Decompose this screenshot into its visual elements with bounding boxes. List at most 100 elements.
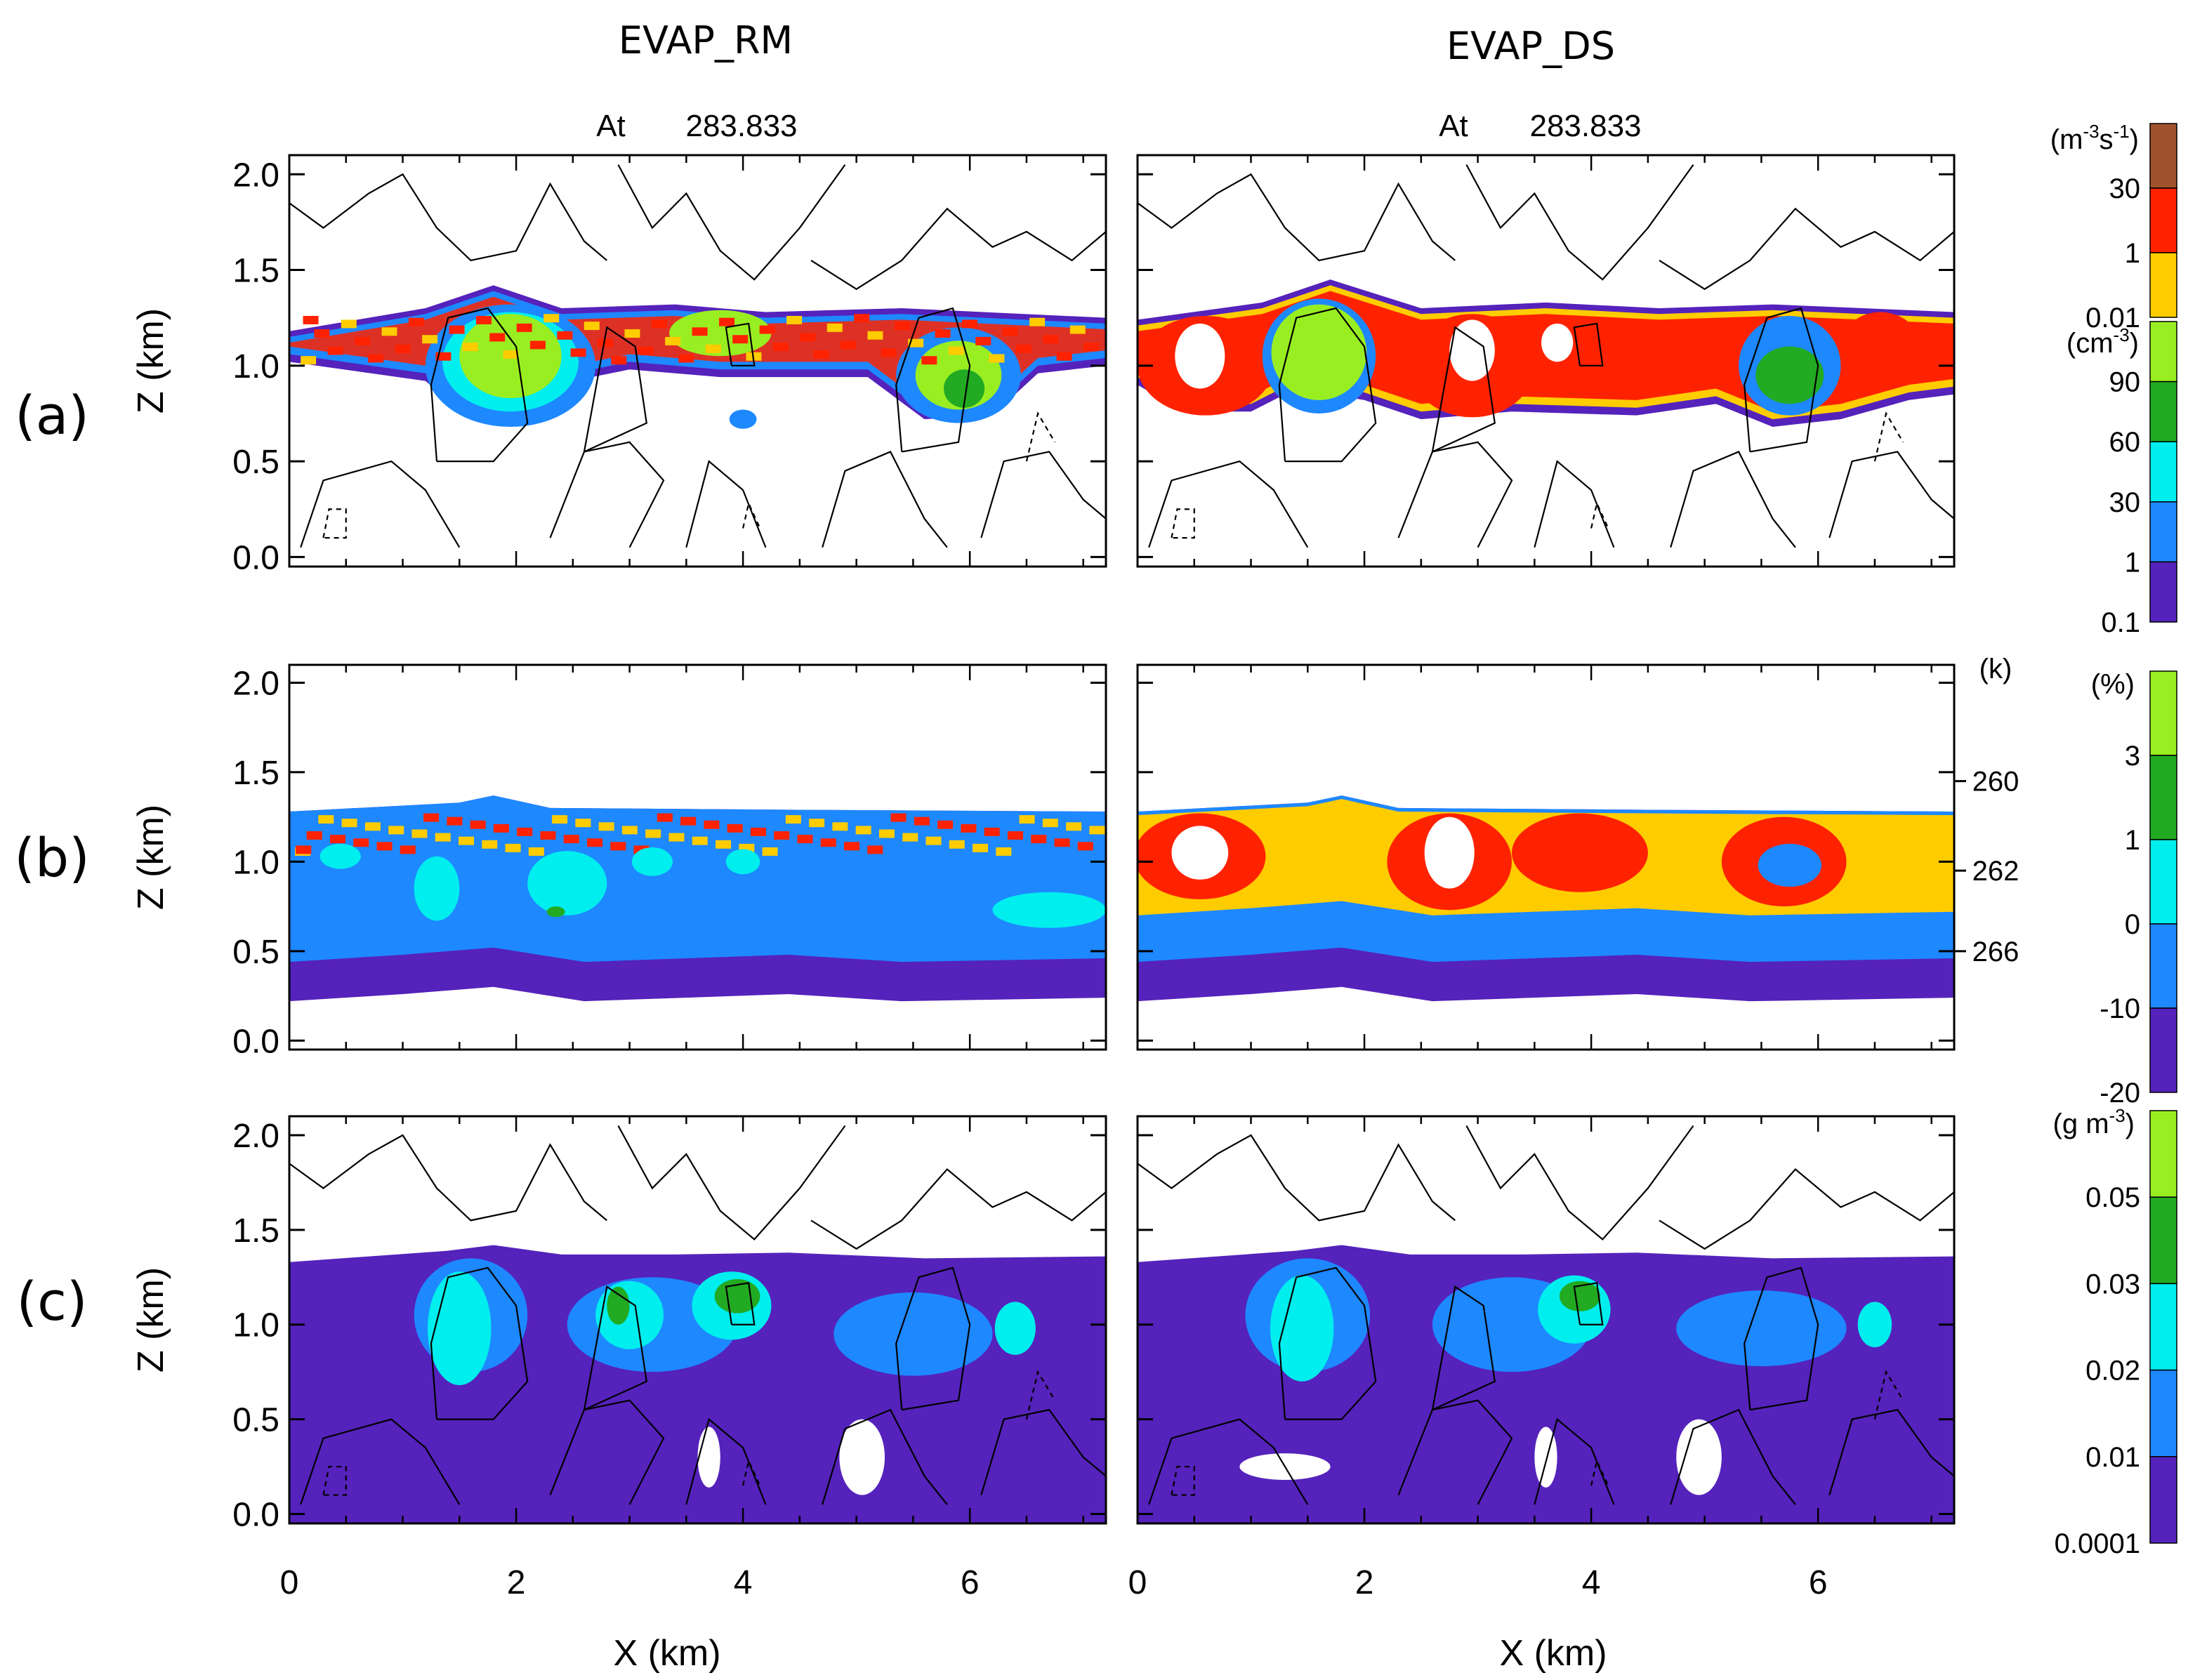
contour-line-2 [810,1168,1106,1250]
contour-line-7 [300,460,461,548]
plot-frame [1136,663,1956,1051]
speckle-69 [296,845,312,854]
contour-line-3 [430,307,529,463]
contour-line-9 [1534,460,1615,548]
speckle-66 [1066,822,1082,831]
speckle-57 [1069,325,1086,334]
speckle-17 [529,340,546,350]
speckle-35 [704,820,720,829]
speckle-64 [1042,819,1058,828]
contour-line-8 [1397,1399,1513,1505]
plot-frame [288,154,1107,568]
colorbar-b-swatch [2149,755,2177,840]
speckle-43 [797,835,813,844]
speckle-59 [984,827,1000,836]
colorbar-a-lower-swatch [2149,381,2177,442]
contour-line-5 [1573,322,1604,366]
speckle-7 [376,842,393,851]
speckle-58 [973,843,989,852]
contour-line-4 [1744,307,1819,453]
contour-line-5 [725,1282,756,1325]
speckle-49 [962,319,978,329]
speckle-52 [1002,327,1018,336]
plot-frame [288,1115,1107,1525]
panel-label-a: (a) [15,384,89,447]
contours-a-ds [1138,164,1954,548]
speckle-62 [1019,815,1035,824]
panel-a-evap-rm [288,154,1107,568]
speckle-53 [1015,344,1032,353]
colorbar-b-label: -10 [2100,993,2140,1024]
layer-mid [289,795,1106,963]
speckle-44 [809,819,825,828]
speckle-41 [854,314,870,323]
negative-contour-0 [1171,1465,1195,1496]
y-axis-label-c: Z (km) [131,1267,171,1373]
colorbar-c-unit: (g m-3) [2053,1105,2135,1139]
colorbar-a-lower-swatch [2149,501,2177,563]
speckle-67 [1077,842,1093,851]
speckle-20 [528,847,544,856]
field-blob-10 [1840,312,1920,381]
contour-line-11 [980,451,1106,538]
speckle-39 [826,323,843,332]
contour-line-0 [1138,1134,1456,1222]
speckle-25 [638,346,654,355]
x-tick-label: 2 [507,1564,526,1601]
negative-contour-0 [1171,508,1195,539]
speckle-36 [786,315,803,324]
field-blob-9 [697,1427,720,1488]
speckle-57 [961,824,977,833]
contour-line-10 [822,1408,948,1505]
field-blob-5 [1676,1290,1847,1367]
contour-line-5 [1573,1282,1604,1325]
contour-line-10 [1670,1408,1796,1505]
speckle-19 [557,331,573,340]
cloud-field-b-rm [289,795,1106,1002]
cloud-field-c-rm [289,1245,1106,1523]
speckle-61 [1007,831,1023,840]
speckle-31 [657,813,673,822]
contour-line-4 [895,307,971,453]
speckle-38 [813,350,829,359]
speckle-12 [435,833,451,842]
colorbar-c-label: 0.01 [2085,1442,2140,1473]
time-label-left: At [596,109,626,143]
x-tick-label: 6 [961,1564,980,1601]
colorbar-b-swatch [2149,839,2177,925]
speckle-19 [517,827,533,836]
field-blob-7 [1541,323,1574,362]
plot-frame [1136,154,1956,568]
field-blob-1 [414,856,460,921]
y-tick-label: 1.5 [232,1212,279,1250]
contour-line-8 [549,441,665,548]
speckle-1 [314,329,330,338]
speckle-1 [306,831,322,840]
speckle-55 [937,820,954,829]
speckle-9 [400,845,416,854]
speckle-17 [493,824,509,833]
contours-c-rm [289,1125,1106,1505]
colorbar-c-swatch [2149,1110,2177,1198]
colorbar-a-lower-label: 30 [2109,487,2141,518]
speckle-36 [716,840,732,849]
contour-line-3 [430,1266,529,1420]
speckle-34 [759,325,775,334]
speckle-34 [692,836,708,845]
panel-label-b: (b) [14,826,90,889]
x-axis-label-left: X (km) [613,1633,720,1674]
x-tick-label: 2 [1355,1564,1374,1601]
speckle-43 [881,348,897,357]
speckle-3 [341,319,357,329]
colorbar-a-lower-label: 90 [2109,367,2141,398]
speckle-10 [435,352,452,361]
y-axis-label-a: Z (km) [131,308,171,414]
y-tick-label: 1.0 [232,844,279,881]
colorbar-c-swatch [2149,1283,2177,1371]
speckle-4 [341,819,357,828]
speckle-16 [482,840,498,849]
speckle-55 [1043,335,1059,344]
speckle-32 [732,335,749,344]
colorbar-a-upper-unit: (m-3s-1) [2050,121,2139,155]
speckle-42 [785,815,801,824]
